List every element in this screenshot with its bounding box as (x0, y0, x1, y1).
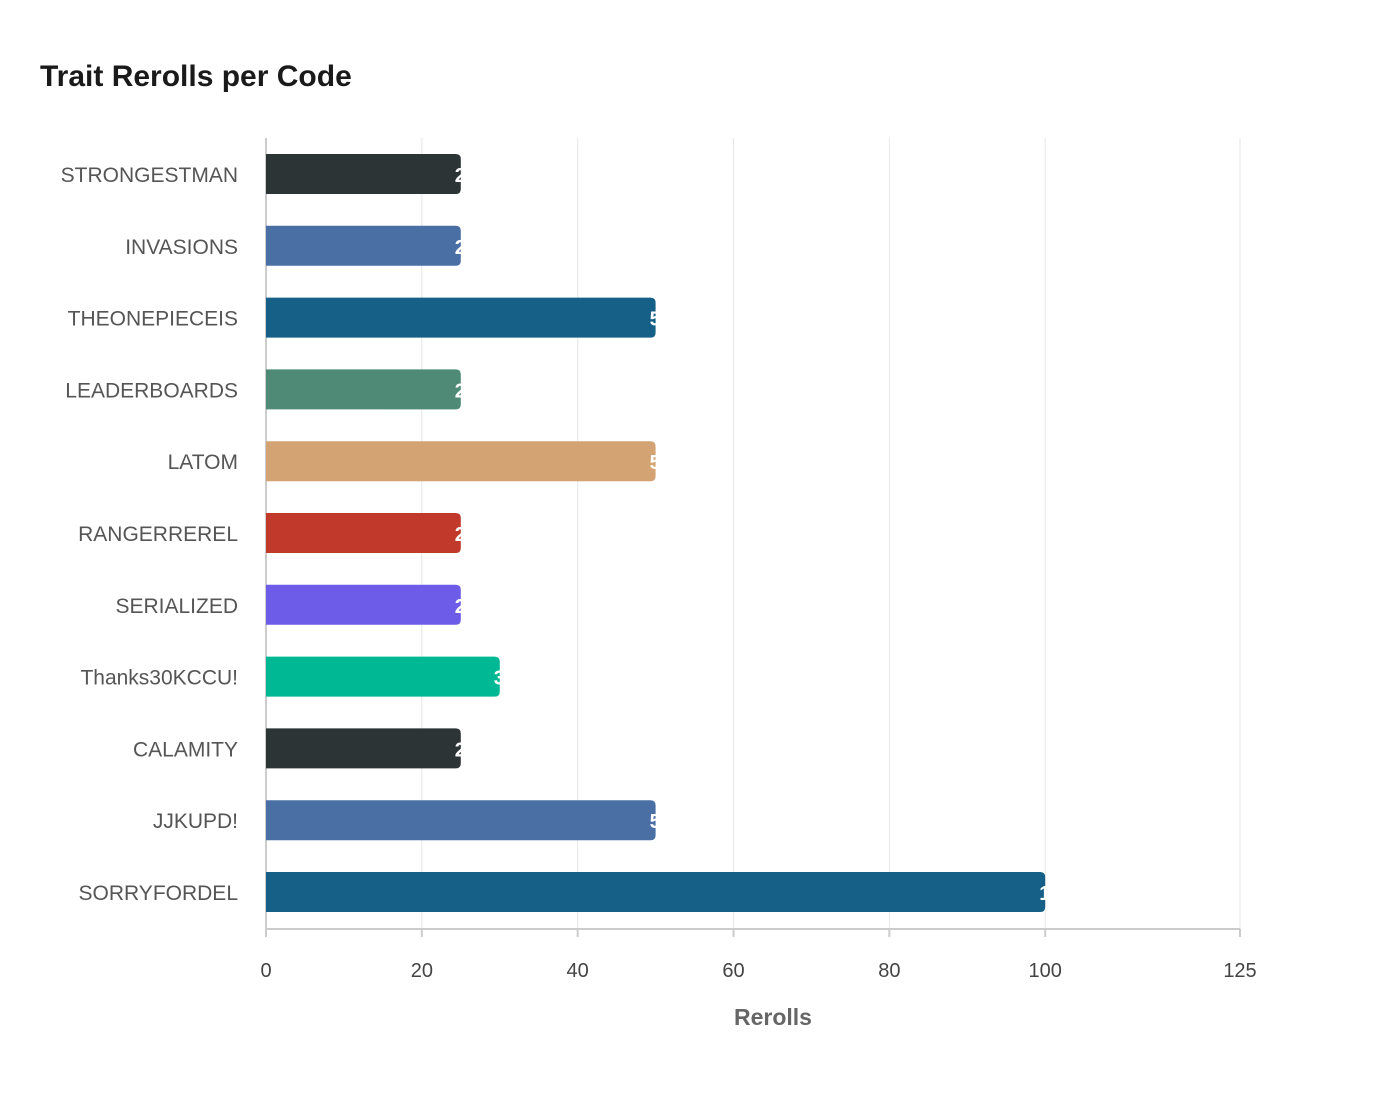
data-label: 5 (650, 309, 661, 331)
data-label: 2 (455, 165, 466, 187)
bar (266, 154, 461, 194)
category-label: STRONGESTMAN (61, 164, 238, 187)
bar (266, 728, 461, 769)
bar (266, 584, 461, 625)
category-label: RANGERREREL (78, 523, 238, 546)
bar (266, 513, 461, 553)
bar (266, 369, 461, 410)
category-label: Thanks30KCCU! (80, 667, 238, 690)
x-tick-label: 20 (411, 960, 433, 982)
x-tick-label: 0 (260, 960, 271, 982)
data-label: 2 (455, 739, 466, 761)
x-axis-title: Rerolls (734, 1004, 812, 1030)
chart-title: Trait Rerolls per Code (40, 60, 352, 93)
category-label: LEADERBOARDS (65, 379, 238, 402)
category-label: JJKUPD! (153, 810, 238, 833)
data-label: 2 (455, 237, 466, 259)
category-label: CALAMITY (133, 738, 238, 761)
data-label: 5 (650, 811, 661, 833)
x-tick-label: 60 (722, 960, 744, 982)
x-tick-label: 125 (1223, 960, 1256, 982)
x-tick-label: 40 (567, 960, 589, 982)
category-label: LATOM (168, 451, 238, 474)
category-label: SORRYFORDEL (79, 882, 238, 905)
bar (266, 441, 656, 482)
data-label: 2 (455, 380, 466, 402)
bar (266, 872, 1046, 912)
category-label: THEONEPIECEIS (68, 308, 238, 331)
x-tick-label: 80 (878, 960, 900, 982)
bar (266, 656, 500, 697)
data-label: 2 (455, 524, 466, 546)
bar (266, 297, 656, 338)
data-label: 3 (494, 668, 505, 690)
category-label: SERIALIZED (115, 595, 238, 618)
data-label: 2 (455, 596, 466, 618)
data-label: 5 (650, 452, 661, 474)
category-label: INVASIONS (125, 236, 238, 259)
bar (266, 225, 461, 266)
x-tick-label: 100 (1029, 960, 1062, 982)
data-label: 1 (1039, 883, 1050, 905)
bar (266, 800, 656, 841)
